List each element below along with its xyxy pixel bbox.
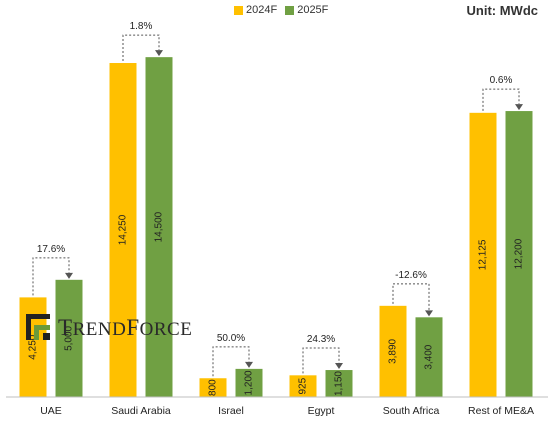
data-label-2024F-3: 925 (298, 377, 309, 394)
bar-2025F-4 (415, 317, 443, 397)
x-tick-label-2: Israel (218, 405, 244, 417)
growth-arrowhead-5 (515, 104, 523, 111)
bar-2025F-3 (325, 370, 353, 397)
legend: 2024F 2025F (234, 4, 336, 16)
data-label-2025F-1: 14,500 (154, 211, 165, 242)
growth-label-2: 50.0% (217, 333, 245, 344)
growth-arrowhead-4 (425, 310, 433, 317)
legend-swatch-2025 (285, 5, 295, 15)
bar-2025F-2 (235, 368, 263, 397)
legend-label-2024: 2024F (246, 4, 278, 16)
bar-2024F-1 (109, 63, 137, 397)
growth-arrowhead-2 (245, 361, 253, 368)
growth-label-0: 17.6% (37, 244, 65, 255)
bar-2025F-0 (55, 279, 83, 397)
data-label-2024F-5: 12,125 (478, 239, 489, 270)
trendforce-logo-icon (26, 314, 50, 340)
unit-label: Unit: MWdc (466, 3, 538, 18)
bar-2024F-3 (289, 375, 317, 397)
bar-2024F-2 (199, 378, 227, 397)
data-label-2025F-2: 1,200 (244, 370, 255, 395)
data-label-2024F-2: 800 (208, 379, 219, 396)
trendforce-logo-text: TRENDFORCE (58, 315, 193, 340)
data-label-2025F-0: 5,000 (64, 325, 75, 350)
bar-2025F-1 (145, 57, 173, 397)
data-label-2024F-1: 14,250 (118, 214, 129, 245)
growth-arrowhead-1 (155, 50, 163, 57)
trendforce-logo: TRENDFORCE (26, 314, 192, 342)
data-label-2025F-4: 3,400 (424, 344, 435, 369)
data-label-2025F-3: 1,150 (334, 371, 345, 396)
legend-label-2025: 2025F (297, 4, 329, 16)
x-tick-label-1: Saudi Arabia (111, 405, 171, 417)
growth-arrowhead-0 (65, 272, 73, 279)
x-tick-label-0: UAE (40, 405, 62, 417)
legend-swatch-2024 (234, 5, 243, 15)
x-tick-label-3: Egypt (308, 405, 335, 417)
legend-item-2024: 2024F (234, 4, 277, 16)
bar-2025F-5 (505, 111, 533, 397)
growth-arrow-2 (212, 346, 250, 377)
growth-annotations: 17.6% 1.8% 50.0% 24.3% -12.6% 0.6% (32, 21, 523, 377)
growth-label-3: 24.3% (307, 334, 335, 345)
bar-2024F-5 (469, 112, 497, 397)
data-label-2024F-0: 4,250 (28, 334, 39, 359)
growth-arrow-3 (302, 347, 340, 374)
data-label-2025F-5: 12,200 (514, 238, 525, 269)
bar-2024F-0 (19, 297, 47, 397)
growth-arrowhead-3 (335, 363, 343, 370)
x-tick-label-4: South Africa (383, 405, 440, 417)
growth-arrow-4 (392, 283, 430, 311)
growth-arrow-0 (32, 257, 70, 296)
legend-item-2025: 2025F (285, 4, 328, 16)
growth-arrow-1 (122, 34, 160, 62)
growth-label-5: 0.6% (490, 75, 513, 86)
growth-arrow-5 (482, 88, 520, 111)
bars-layer: 4,250 5,000 14,250 14,500 800 1,200 925 1,150 3,… (19, 57, 533, 397)
data-label-2024F-4: 3,890 (388, 338, 399, 363)
growth-label-4: -12.6% (395, 270, 427, 281)
x-tick-label-5: Rest of ME&A (468, 405, 534, 417)
growth-label-1: 1.8% (130, 21, 153, 32)
bar-2024F-4 (379, 305, 407, 397)
x-tick-labels: UAE Saudi Arabia Israel Egypt South Africa Re… (40, 405, 534, 417)
